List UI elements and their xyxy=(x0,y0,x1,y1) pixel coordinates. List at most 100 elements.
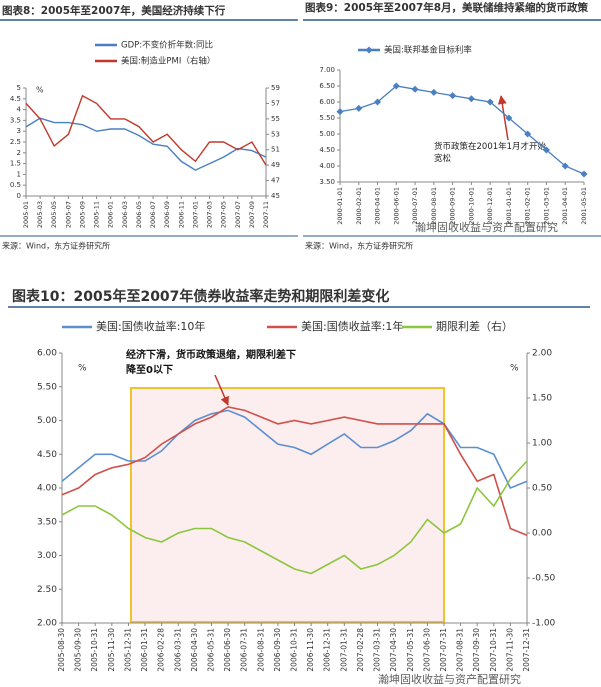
x-tick-label: 2006-01 xyxy=(107,201,115,228)
chart-title: 图表8：2005年至2007年，美国经济持续下行 xyxy=(2,4,226,17)
x-tick-label: 2005-01 xyxy=(22,201,30,228)
x-tick-label: 2006-07 xyxy=(149,201,157,228)
legend-label: 美国:联邦基金目标利率 xyxy=(384,45,472,56)
x-tick-label: 2000-09-01 xyxy=(449,187,457,225)
y-tick-label: 4 xyxy=(17,106,22,114)
x-tick-label: 2007-03-31 xyxy=(373,628,382,672)
x-tick-label: 2005-11-30 xyxy=(107,628,116,672)
y-tick-label: 2.5 xyxy=(10,138,21,146)
x-tick-label: 2005-07 xyxy=(64,201,72,228)
x-tick-label: 2007-06-30 xyxy=(422,628,431,672)
x-tick-label: 2000-04-01 xyxy=(374,187,382,225)
x-tick-label: 2007-10-31 xyxy=(489,628,498,672)
x-tick-label: 2006-03 xyxy=(121,201,129,228)
x-tick-label: 2007-09-30 xyxy=(472,628,481,672)
y-tick-label: 6.50 xyxy=(319,82,335,90)
series-line xyxy=(25,117,267,171)
annotation-box: 经济下滑，货币政策退缩，期限利差下降至0以下 xyxy=(126,350,296,376)
y-tick-label: 4.50 xyxy=(37,450,57,460)
watermark: 瀚坤固收收益与资产配置研究 xyxy=(415,220,558,234)
legend-label: 美国:制造业PMI（右轴） xyxy=(121,56,215,67)
x-tick-label: 2007-08-31 xyxy=(456,628,465,672)
x-tick-label: 2000-01-01 xyxy=(336,187,344,225)
point-marker xyxy=(486,98,494,106)
x-tick-label: 2005-10-31 xyxy=(90,628,99,672)
y-tick-label: 3.00 xyxy=(37,551,57,561)
y2-tick-label: 45 xyxy=(271,192,280,200)
x-tick-label: 2006-10-31 xyxy=(290,628,299,672)
chart-title-box: 图表9：2005年至2007年8月，美联储维持紧缩的货币政策 xyxy=(305,2,588,14)
x-tick-label: 2000-10-01 xyxy=(467,187,475,225)
x-tick-label: 2001-05-01 xyxy=(580,187,588,225)
point-marker xyxy=(561,162,569,170)
x-tick-label: 2001-02-01 xyxy=(524,187,532,225)
y2-tick-label: 2.00 xyxy=(532,349,552,359)
y-tick-label: 4.50 xyxy=(319,146,335,154)
source-note: 来源：Wind，东方证券研究所 xyxy=(2,241,110,251)
x-tick-label: 2006-11 xyxy=(177,201,185,228)
x-tick-label: 2006-03-31 xyxy=(173,628,182,672)
legend-label: 美国:国债收益率:1年 xyxy=(301,319,403,333)
x-tick-label: 2007-05-31 xyxy=(406,628,415,672)
x-tick-label: 2006-04-30 xyxy=(190,628,199,672)
x-tick-label: 2007-11-30 xyxy=(505,628,514,672)
y2-tick-label: 51 xyxy=(271,146,280,154)
series-line xyxy=(25,94,267,166)
y-tick-label: 4.00 xyxy=(37,484,57,494)
x-tick-label: 2006-01-31 xyxy=(140,628,149,672)
x-tick-label: 2007-07 xyxy=(234,201,242,228)
y-tick-label: 0.5 xyxy=(10,181,21,189)
legend-label: 美国:国债收益率:10年 xyxy=(96,319,205,333)
x-tick-label: 2007-04-30 xyxy=(389,628,398,672)
x-tick-label: 2000-06-01 xyxy=(392,187,400,225)
series-line xyxy=(61,409,528,490)
y-tick-label: 5.00 xyxy=(319,130,335,138)
y-tick-label: 5 xyxy=(17,84,21,92)
chart-title: 图表10：2005年至2007年债券收益率走势和期限利差变化 xyxy=(12,288,389,305)
point-marker xyxy=(580,170,588,178)
annotation: 经济下滑，货币政策退缩，期限利差下降至0以下 xyxy=(126,350,296,376)
y2-tick-label: 47 xyxy=(271,177,280,185)
point-marker xyxy=(467,95,475,103)
y2-tick-label: 53 xyxy=(271,130,280,138)
x-tick-label: 2007-02-28 xyxy=(356,628,365,672)
y2-tick-label: 59 xyxy=(271,84,280,92)
annotation-arrow xyxy=(497,95,509,141)
x-tick-label: 2006-06-30 xyxy=(223,628,232,672)
y-tick-label: 3.50 xyxy=(319,178,335,186)
y-tick-label: 5.50 xyxy=(319,114,335,122)
series-line xyxy=(61,460,528,575)
annotation-arrow xyxy=(214,374,229,406)
x-tick-label: 2001-03-01 xyxy=(542,187,550,225)
x-tick-label: 2000-07-01 xyxy=(411,187,419,225)
x-tick-label: 2000-08-01 xyxy=(430,187,438,225)
y2-unit: % xyxy=(510,364,519,374)
point-marker xyxy=(449,92,457,100)
y-tick-label: 2 xyxy=(17,149,21,157)
y-tick-label: 6.00 xyxy=(319,98,335,106)
x-tick-label: 2006-12-31 xyxy=(323,628,332,672)
x-tick-label: 2005-09-30 xyxy=(74,628,83,672)
y-tick-label: 5.00 xyxy=(37,416,57,426)
source-note: 来源：Wind，东方证券研究所 xyxy=(305,241,413,251)
y-tick-label: 1.5 xyxy=(10,160,21,168)
point-marker xyxy=(505,114,513,122)
x-tick-label: 2001-01-01 xyxy=(505,187,513,225)
point-marker xyxy=(336,108,344,116)
x-tick-label: 2005-08-30 xyxy=(57,628,66,672)
point-marker xyxy=(392,82,400,90)
y-tick-label: 1 xyxy=(17,170,21,178)
y-tick-label: 0 xyxy=(17,192,21,200)
point-marker xyxy=(374,98,382,106)
y-tick-label: 3 xyxy=(17,127,21,135)
y-tick-label: 2.50 xyxy=(37,585,57,595)
x-tick-label: 2005-11 xyxy=(93,201,101,228)
x-tick-label: 2006-09-30 xyxy=(273,628,282,672)
y2-tick-label: 1.50 xyxy=(532,394,552,404)
point-marker xyxy=(411,85,419,93)
y-unit: % xyxy=(78,364,87,374)
x-tick-label: 2006-05-31 xyxy=(206,628,215,672)
point-marker xyxy=(430,88,438,96)
x-tick-label: 2005-03 xyxy=(36,201,44,228)
